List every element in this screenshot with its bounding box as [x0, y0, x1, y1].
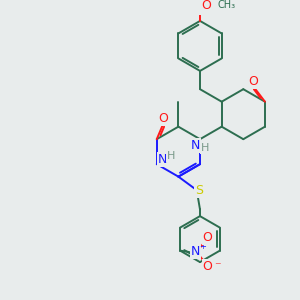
- Text: O: O: [248, 75, 258, 88]
- Text: H: H: [201, 143, 209, 153]
- Text: O: O: [201, 0, 211, 12]
- Text: N: N: [191, 245, 200, 258]
- Text: N: N: [158, 153, 167, 167]
- Text: O: O: [203, 231, 212, 244]
- Text: S: S: [195, 184, 203, 197]
- Text: N: N: [191, 139, 200, 152]
- Text: H: H: [167, 151, 176, 160]
- Text: CH₃: CH₃: [217, 0, 235, 10]
- Text: O: O: [203, 260, 212, 273]
- Text: +: +: [199, 242, 206, 251]
- Text: O: O: [159, 112, 169, 125]
- Text: ⁻: ⁻: [214, 260, 220, 273]
